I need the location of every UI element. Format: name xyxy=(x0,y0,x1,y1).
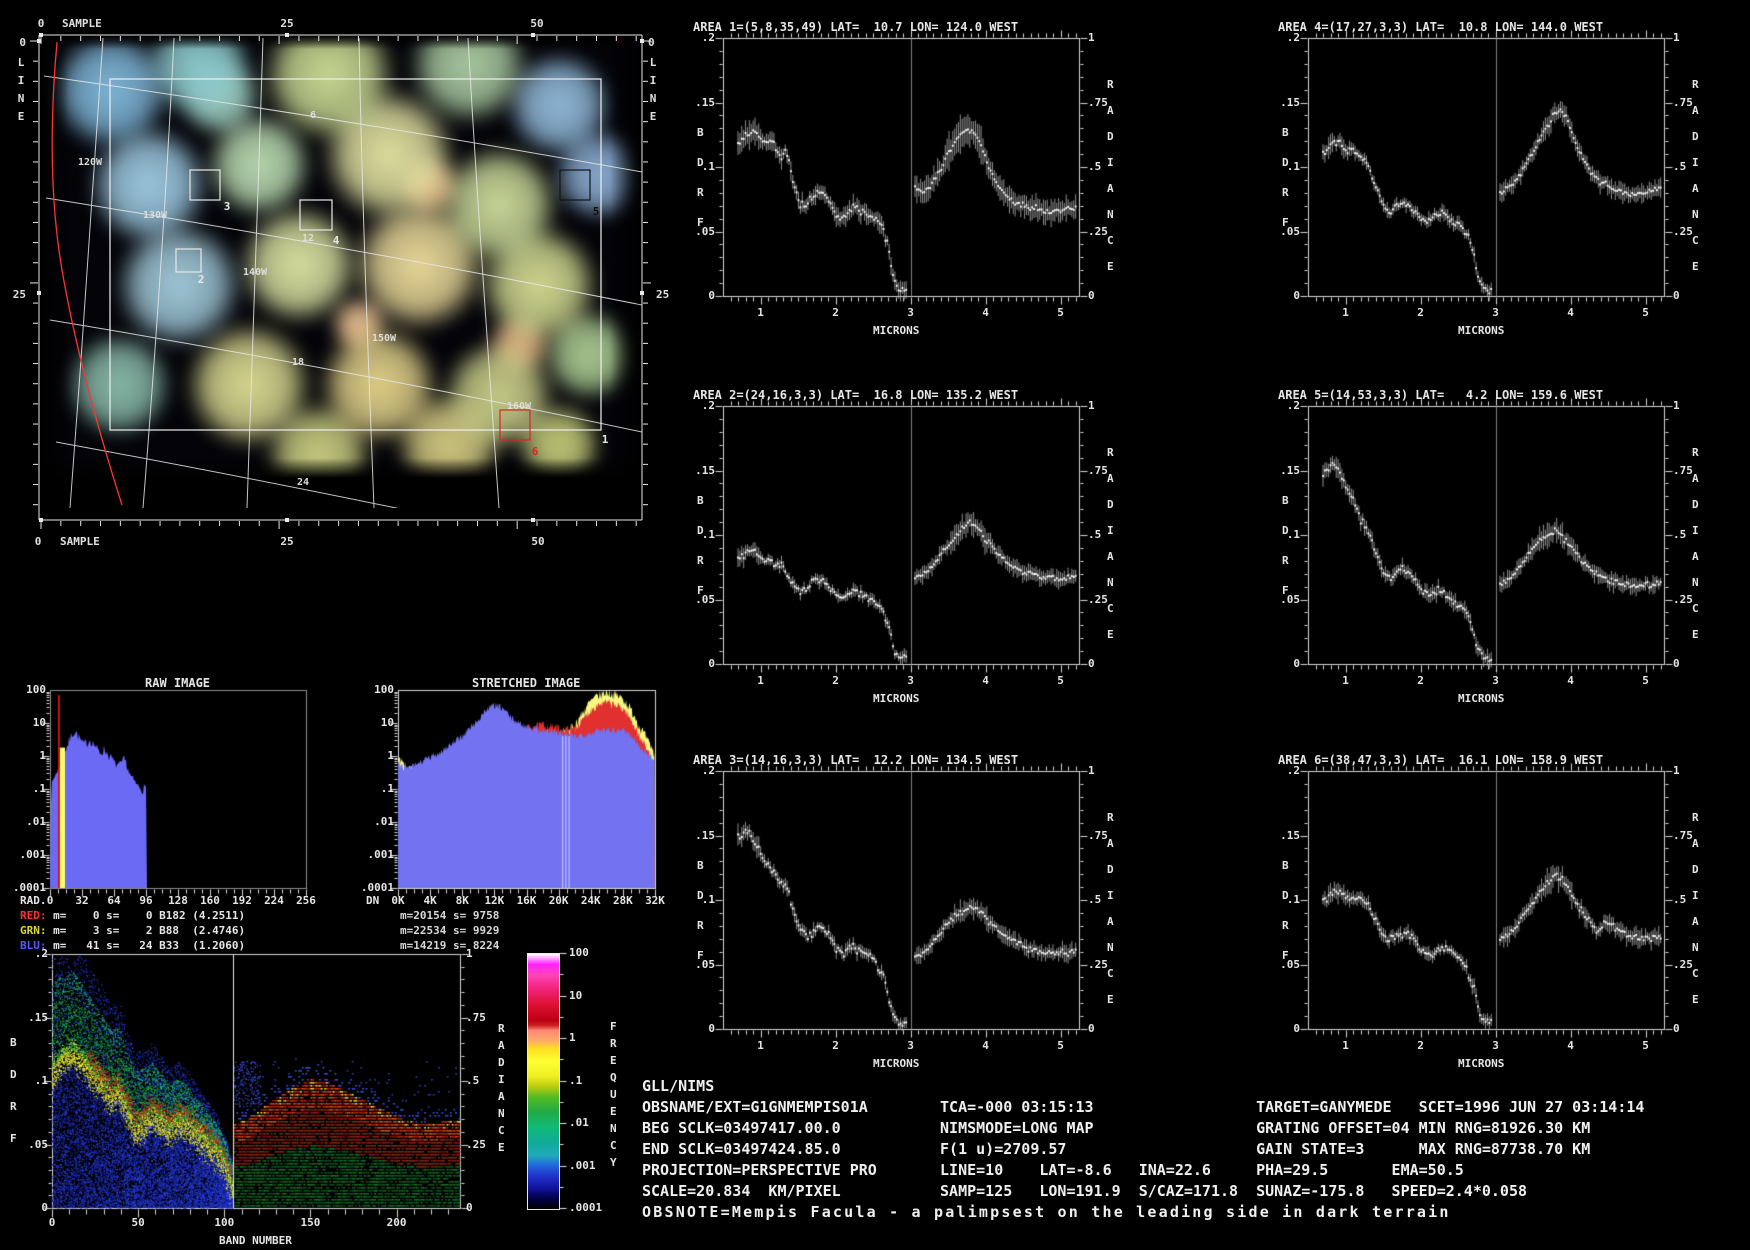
svg-text:5: 5 xyxy=(593,205,600,218)
svg-text:120W: 120W xyxy=(78,157,103,168)
info-line-2: BEG SCLK=03497417.00.0 NIMSMODE=LONG MAP… xyxy=(642,1119,1591,1137)
svg-text:3: 3 xyxy=(224,200,231,213)
svg-text:160W: 160W xyxy=(507,401,532,412)
svg-text:4: 4 xyxy=(333,234,340,247)
info-lines: OBSNAME/EXT=G1GNMEMPIS01A TCA=-000 03:15… xyxy=(642,1097,1644,1223)
instrument-title: GLL/NIMS xyxy=(642,1077,715,1095)
map-grid-overlay: 120W 130W 140W 150W 160W 6 12 18 24 1 2 3 4 5 6 0 SAMPLE… xyxy=(0,0,690,560)
svg-text:I: I xyxy=(18,74,25,87)
svg-text:50: 50 xyxy=(531,535,544,548)
info-line-4: PROJECTION=PERSPECTIVE PRO LINE=10 LAT=-… xyxy=(642,1161,1464,1179)
svg-text:L: L xyxy=(18,56,25,69)
map-image xyxy=(39,35,642,520)
svg-text:12: 12 xyxy=(302,233,314,244)
svg-text:0: 0 xyxy=(35,535,42,548)
svg-text:25: 25 xyxy=(13,288,26,301)
svg-text:N: N xyxy=(650,92,657,105)
svg-text:6: 6 xyxy=(532,445,539,458)
svg-text:2: 2 xyxy=(198,273,205,286)
svg-text:130W: 130W xyxy=(143,210,168,221)
info-line-1: OBSNAME/EXT=G1GNMEMPIS01A TCA=-000 03:15… xyxy=(642,1098,1645,1116)
svg-text:SAMPLE: SAMPLE xyxy=(60,535,100,548)
svg-text:E: E xyxy=(650,110,657,123)
info-line-3: END SCLK=03497424.85.0 F(1 u)=2709.57 GA… xyxy=(642,1140,1591,1158)
svg-text:25: 25 xyxy=(280,535,293,548)
svg-text:25: 25 xyxy=(280,17,293,30)
info-line-6: OBSNOTE=Mempis Facula - a palimpsest on … xyxy=(642,1203,1451,1221)
svg-text:50: 50 xyxy=(530,17,543,30)
svg-text:0: 0 xyxy=(19,36,26,49)
info-block: GLL/NIMS OBSNAME/EXT=G1GNMEMPIS01A TCA=-… xyxy=(642,1076,1644,1223)
svg-text:0: 0 xyxy=(38,17,45,30)
svg-text:L: L xyxy=(650,56,657,69)
svg-text:150W: 150W xyxy=(372,333,397,344)
svg-text:25: 25 xyxy=(656,288,669,301)
map-panel: 120W 130W 140W 150W 160W 6 12 18 24 1 2 3 4 5 6 0 SAMPLE… xyxy=(0,0,690,560)
svg-text:0: 0 xyxy=(648,36,655,49)
svg-text:140W: 140W xyxy=(243,267,268,278)
svg-text:1: 1 xyxy=(602,433,609,446)
svg-text:I: I xyxy=(650,74,657,87)
svg-text:24: 24 xyxy=(297,477,309,488)
info-line-5: SCALE=20.834 KM/PIXEL SAMP=125 LON=191.9… xyxy=(642,1182,1528,1200)
svg-text:N: N xyxy=(18,92,25,105)
svg-text:18: 18 xyxy=(292,357,304,368)
frequency-colorbar xyxy=(527,953,560,1210)
svg-text:SAMPLE: SAMPLE xyxy=(62,17,102,30)
svg-text:6: 6 xyxy=(310,110,316,121)
map-edge-fade xyxy=(39,35,642,520)
svg-text:E: E xyxy=(18,110,25,123)
